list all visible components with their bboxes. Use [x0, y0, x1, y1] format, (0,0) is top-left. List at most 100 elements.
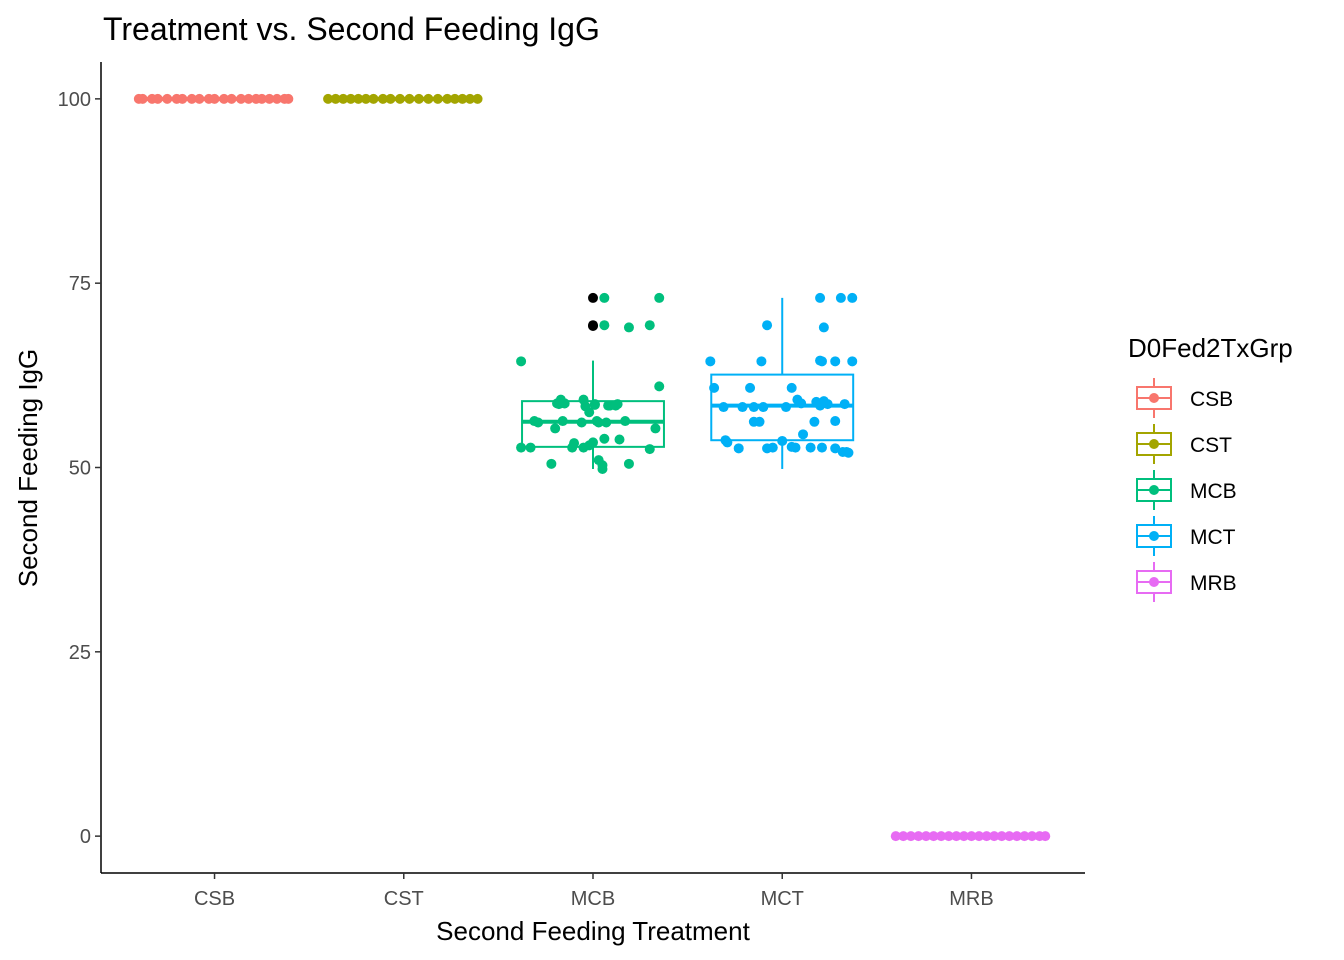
point-mcb — [599, 292, 610, 303]
y-tick-label: 0 — [80, 826, 91, 848]
point-csb — [186, 93, 197, 104]
point-mcb — [525, 442, 536, 453]
point-mct — [748, 416, 759, 427]
point-mct — [705, 356, 716, 367]
point-mrb — [989, 831, 1000, 842]
point-mct — [847, 292, 858, 303]
point-mcb — [578, 394, 589, 405]
point-csb — [219, 93, 229, 104]
point-cst — [423, 93, 434, 104]
point-mct — [748, 402, 759, 413]
point-mrb — [898, 831, 909, 842]
legend-label: CST — [1190, 434, 1232, 457]
legend-item-cst: CST — [1136, 424, 1232, 464]
point-mct — [762, 320, 773, 331]
y-tick-label: 75 — [69, 273, 91, 295]
point-mcb — [599, 320, 610, 331]
point-mct — [809, 416, 820, 427]
point-mcb — [584, 407, 595, 418]
point-mct — [818, 396, 829, 407]
point-mcb — [654, 381, 665, 392]
point-mrb — [966, 831, 977, 842]
legend-key-point — [1149, 531, 1159, 541]
point-mcb — [601, 417, 612, 428]
point-mrb — [996, 831, 1007, 842]
point-mrb — [1040, 831, 1051, 842]
legend-label: CSB — [1190, 388, 1233, 411]
x-tick-label: MCT — [761, 888, 804, 910]
point-csb — [256, 93, 267, 104]
x-tick-label: CST — [384, 888, 424, 910]
point-mrb — [928, 831, 939, 842]
point-mct — [758, 402, 769, 413]
point-cst — [353, 93, 364, 104]
point-mct — [786, 382, 797, 393]
legend: D0Fed2TxGrp CSB CST MCB MCT MRB — [1128, 333, 1293, 602]
point-cst — [377, 93, 388, 104]
point-cst — [394, 93, 405, 104]
point-cst — [457, 93, 468, 104]
point-mcb — [650, 423, 661, 434]
y-tick-label: 25 — [69, 642, 91, 664]
point-mcb — [654, 292, 665, 303]
y-tick-label: 50 — [69, 458, 91, 480]
point-cst — [360, 93, 371, 104]
point-mcb — [559, 398, 570, 409]
legend-label: MCB — [1190, 480, 1237, 503]
point-cst — [345, 93, 356, 104]
x-tick-label: MRB — [949, 888, 993, 910]
point-csb — [162, 93, 173, 104]
point-cst — [368, 93, 379, 104]
point-mct — [718, 402, 729, 413]
point-mcb — [557, 416, 568, 427]
point-cst — [330, 93, 341, 104]
point-mct — [798, 429, 809, 440]
chart-title: Treatment vs. Second Feeding IgG — [103, 11, 600, 47]
point-mct — [781, 402, 792, 413]
point-mrb — [974, 831, 985, 842]
x-tick-label: MCB — [571, 888, 615, 910]
point-mrb — [1019, 831, 1030, 842]
point-mrb — [1027, 831, 1038, 842]
legend-item-mct: MCT — [1136, 516, 1236, 556]
point-mct — [815, 355, 826, 366]
legend-title: D0Fed2TxGrp — [1128, 333, 1293, 363]
point-mct — [815, 292, 826, 303]
point-mct — [777, 435, 788, 446]
point-mct — [722, 437, 733, 448]
point-cst — [338, 93, 349, 104]
jitter-points — [133, 93, 1051, 842]
legend-key-point — [1149, 577, 1159, 587]
point-mrb — [921, 831, 932, 842]
point-mrb — [890, 831, 901, 842]
point-mcb — [533, 417, 544, 428]
point-mcb — [546, 458, 557, 469]
point-mcb — [516, 442, 527, 453]
legend-item-mrb: MRB — [1136, 562, 1237, 602]
y-tick-label: 100 — [58, 89, 91, 111]
point-csb — [177, 93, 188, 104]
point-mct — [830, 443, 841, 454]
legend-key-point — [1149, 439, 1159, 449]
point-mct — [816, 442, 827, 453]
point-mct — [792, 394, 803, 405]
point-mrb — [913, 831, 924, 842]
y-ticks: 0 25 50 75 100 — [58, 89, 101, 848]
point-mct — [745, 382, 756, 393]
x-tick-label: CSB — [194, 888, 235, 910]
point-mrb — [943, 831, 954, 842]
point-mrb — [905, 831, 916, 842]
legend-key-point — [1149, 485, 1159, 495]
point-mcb — [614, 434, 625, 445]
legend-item-mcb: MCB — [1136, 470, 1237, 510]
point-mct — [756, 356, 767, 367]
point-csb — [137, 93, 148, 104]
outlier-point — [588, 292, 598, 303]
point-mcb — [610, 400, 621, 411]
legend-label: MCT — [1190, 526, 1236, 549]
point-csb — [209, 93, 220, 104]
boxplots — [142, 96, 1044, 839]
point-mct — [733, 443, 744, 454]
point-cst — [449, 93, 460, 104]
